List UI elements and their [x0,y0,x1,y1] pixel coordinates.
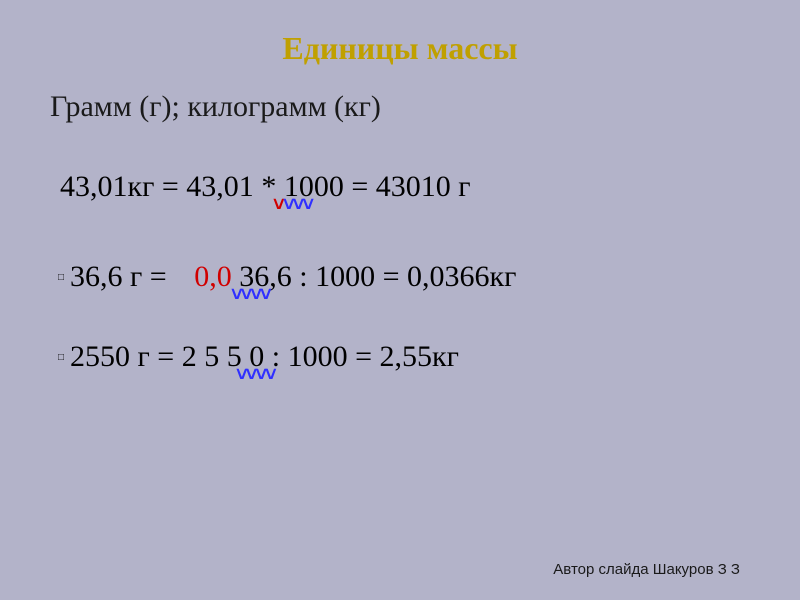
slide: Единицы массы Грамм (г); килограмм (кг) … [0,0,800,600]
eq1-arcs-blue: ˅˅˅ [283,200,312,210]
eq3-arcs-blue: ˅˅˅˅ [236,370,275,380]
eq3-bullet: □ [58,352,64,363]
eq3-mid: 2 5 5 0 : 1000 = 2,55кг [174,340,459,373]
slide-subtitle: Грамм (г); килограмм (кг) [50,90,381,124]
eq1-arcs-red: ˅ [273,200,283,210]
equation-1: 43,01кг = 43,01 * 1000 = 43010 г [60,170,471,204]
eq1-lhs: 43,01кг = 43,01 [60,170,254,203]
eq3-lhs: 2550 г = [70,340,174,373]
eq2-red-prefix: 0,0 [194,260,232,293]
eq2-lhs: 36,6 г = [70,260,167,293]
equation-2: 36,6 г = 0,0 36,6 : 1000 = 0,0366кг [70,260,516,294]
slide-credit: Автор слайда Шакуров З З [553,561,740,578]
slide-title: Единицы массы [0,30,800,67]
eq2-arcs-blue: ˅˅˅˅ [231,290,270,300]
eq2-rhs: 0,0366кг [400,260,517,293]
eq2-bullet: □ [58,272,64,283]
